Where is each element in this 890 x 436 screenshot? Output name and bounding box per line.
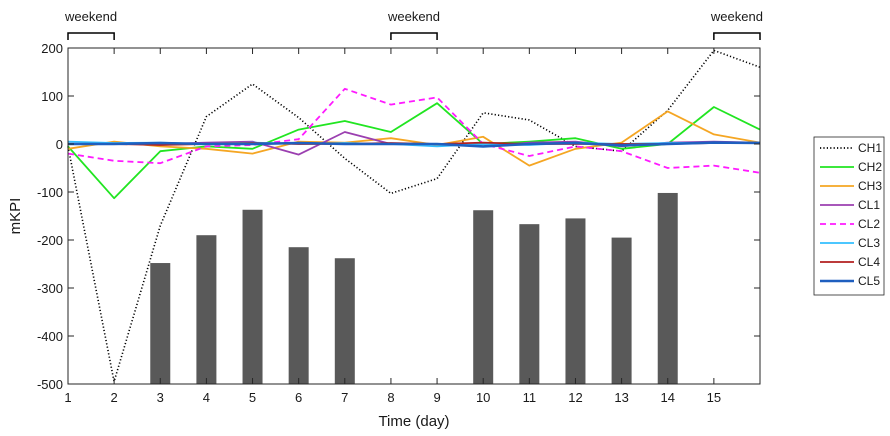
legend-label: CH1 (858, 141, 882, 155)
weekend-bracket (713, 32, 761, 40)
x-tick-label: 6 (295, 390, 302, 405)
series-line-cl5 (68, 141, 761, 148)
x-axis: 1 2 3 4 5 6 7 8 9 10 11 12 13 14 15 (64, 48, 721, 405)
y-tick-label: 0 (56, 137, 63, 152)
weekend-label: weekend (387, 9, 440, 24)
weekend-label: weekend (64, 9, 117, 24)
bar (565, 218, 586, 384)
legend-label: CL5 (858, 274, 880, 288)
x-tick-label: 7 (341, 390, 348, 405)
y-tick-label: -500 (37, 377, 63, 392)
legend-label: CH2 (858, 160, 882, 174)
x-axis-label: Time (day) (378, 413, 449, 430)
legend: CH1 CH2 CH3 CL1 CL2 CL3 CL4 CL5 (813, 136, 885, 296)
legend-label: CL2 (858, 217, 880, 231)
x-tick-label: 9 (433, 390, 440, 405)
y-tick-label: -200 (37, 233, 63, 248)
y-tick-label: -300 (37, 281, 63, 296)
plot-frame (67, 47, 761, 385)
x-tick-label: 2 (111, 390, 118, 405)
legend-label: CL3 (858, 236, 880, 250)
legend-box (813, 136, 885, 296)
x-tick-label: 11 (523, 390, 537, 405)
weekend-label: weekend (710, 9, 763, 24)
bar-series (150, 192, 678, 384)
y-tick-label: 200 (41, 41, 63, 56)
y-axis-label: mKPI (7, 198, 24, 235)
bar (242, 209, 263, 384)
x-tick-label: 8 (387, 390, 394, 405)
x-tick-label: 3 (157, 390, 164, 405)
legend-label: CL1 (858, 198, 880, 212)
weekend-annotations: weekend weekend weekend (64, 9, 763, 40)
y-axis: 200 100 0 -100 -200 -300 -400 -500 (37, 41, 760, 392)
y-tick-label: 100 (41, 89, 63, 104)
y-tick-label: -100 (37, 185, 63, 200)
weekend-bracket (390, 32, 438, 40)
x-tick-label: 4 (203, 390, 210, 405)
x-tick-label: 14 (660, 390, 674, 405)
line-series (67, 49, 761, 383)
series-line-ch3 (67, 110, 761, 167)
bar (473, 210, 494, 384)
bar (196, 235, 217, 384)
bar (657, 192, 678, 384)
x-tick-label: 10 (476, 390, 490, 405)
bar (334, 258, 355, 384)
bar (288, 247, 309, 384)
legend-label: CL4 (858, 255, 880, 269)
series-line-cl2 (67, 87, 761, 174)
y-tick-label: -400 (37, 329, 63, 344)
weekend-bracket (67, 32, 115, 40)
bar (150, 263, 171, 384)
legend-label: CH3 (858, 179, 882, 193)
x-tick-label: 1 (64, 390, 71, 405)
bar (611, 237, 632, 384)
series-line-ch1 (67, 49, 761, 383)
bar (519, 224, 540, 384)
x-tick-label: 12 (568, 390, 582, 405)
x-tick-label: 15 (707, 390, 721, 405)
x-tick-label: 5 (249, 390, 256, 405)
x-tick-label: 13 (614, 390, 628, 405)
series-line-ch2 (67, 102, 761, 200)
